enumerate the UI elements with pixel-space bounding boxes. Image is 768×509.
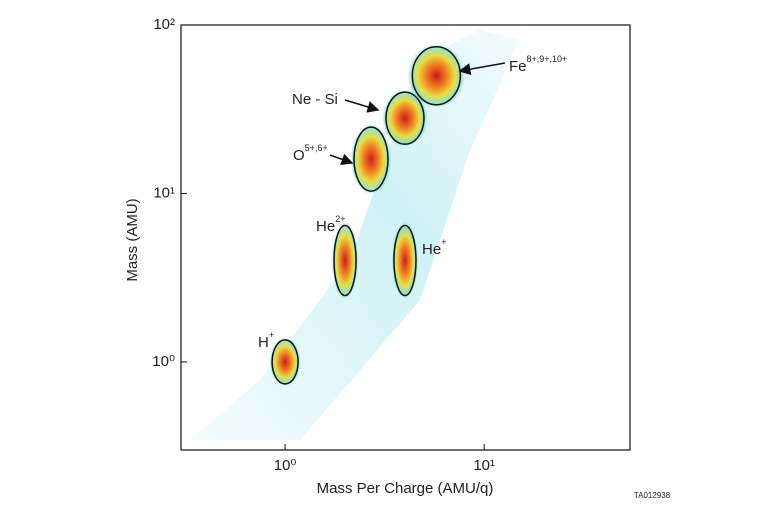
cluster-label: H+: [258, 330, 274, 351]
cluster-charge: +: [269, 330, 274, 340]
cluster-outline: [385, 91, 425, 145]
cluster-label: He2+: [316, 214, 345, 235]
cluster-outline: [271, 339, 299, 385]
cluster-density: [382, 89, 428, 147]
cluster-density: [407, 43, 466, 108]
arrow: [458, 62, 506, 76]
x-tick-label: 10¹: [473, 457, 495, 474]
marks: [269, 43, 466, 387]
arrow: [344, 99, 380, 113]
cluster-charge: 2+: [335, 214, 345, 224]
cluster-charge: 5+,6+: [305, 143, 328, 153]
cluster-name: Fe: [509, 58, 527, 75]
cluster-charge: +: [441, 237, 446, 247]
y-tick-label: 10¹: [153, 184, 175, 201]
y-tick-label: 10⁰: [152, 353, 175, 370]
y-axis-label: Mass (AMU): [124, 198, 141, 281]
density-background: [190, 30, 520, 440]
cluster-charge: 8+,9+,10+: [527, 54, 568, 64]
cluster-outline: [353, 126, 389, 192]
arrow: [329, 153, 354, 166]
y-tick-label: 10²: [153, 16, 175, 33]
cluster-label: Ne - Si: [292, 91, 338, 108]
x-tick-label: 10⁰: [274, 457, 297, 474]
cluster-label: O5+,6+: [293, 143, 328, 164]
cluster-label: He+: [422, 237, 446, 258]
cluster-density: [269, 337, 301, 387]
cluster-label: Fe8+,9+,10+: [509, 54, 567, 75]
cluster-outline: [393, 224, 417, 297]
cluster-density: [331, 221, 359, 299]
plot-frame: [180, 24, 631, 451]
cluster-name: O: [293, 147, 305, 164]
cluster-density: [391, 221, 419, 299]
cluster-outline: [333, 224, 357, 297]
cluster-outline: [411, 45, 462, 106]
cluster-name: He: [316, 218, 335, 235]
cluster-name: Ne - Si: [292, 91, 338, 108]
x-axis-label: Mass Per Charge (AMU/q): [317, 480, 494, 497]
cluster-name: He: [422, 241, 441, 258]
cluster-density: [350, 123, 392, 195]
figure-id: TA012938: [634, 491, 671, 500]
cluster-name: H: [258, 334, 269, 351]
